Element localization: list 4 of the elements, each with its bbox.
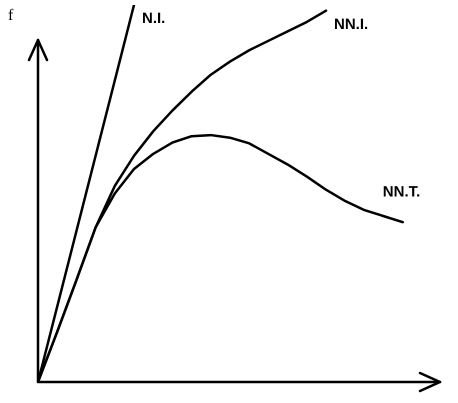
series-label: NN.I. <box>334 16 368 33</box>
y-axis-title: f <box>8 7 14 24</box>
series-label: N.I. <box>142 10 166 28</box>
series-label: NN.T. <box>382 183 420 200</box>
